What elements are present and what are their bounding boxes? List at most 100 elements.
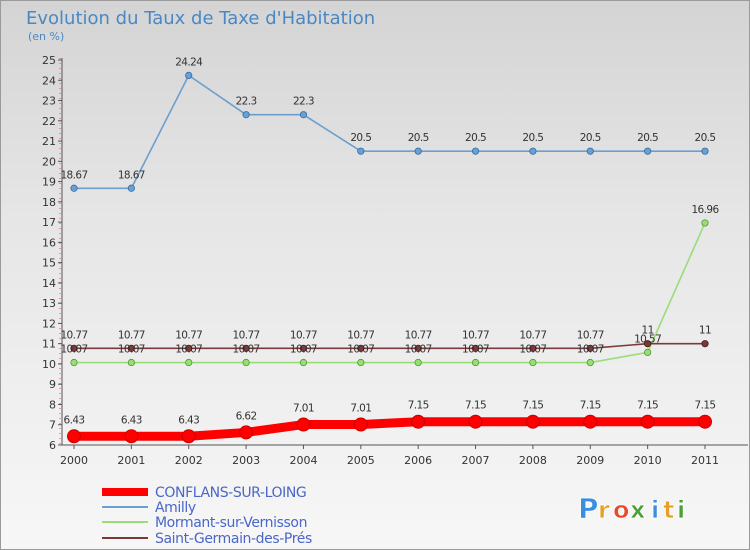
y-tick-label: 25 (42, 54, 56, 67)
y-tick-label: 24 (42, 74, 56, 87)
data-point (411, 414, 426, 429)
data-label: 18.67 (60, 169, 87, 181)
series-line-conflans-sur-loing (69, 417, 710, 441)
data-label: 7.15 (695, 400, 716, 412)
data-label: 10.07 (118, 344, 145, 356)
data-label: 11 (642, 325, 654, 337)
data-label: 6.43 (64, 414, 85, 426)
x-tick-label: 2001 (117, 454, 145, 467)
logo-letter: i (651, 496, 659, 524)
x-tick-label: 2008 (519, 454, 547, 467)
data-point (471, 147, 480, 155)
logo-letter: t (663, 496, 674, 524)
data-point (353, 417, 368, 432)
data-label: 10.07 (60, 344, 87, 356)
data-point (357, 147, 365, 155)
data-label: 10.77 (347, 329, 374, 341)
data-label: 10.77 (405, 329, 432, 341)
data-point (701, 340, 709, 348)
y-tick-label: 14 (42, 277, 56, 290)
data-point (644, 147, 652, 155)
data-point (586, 147, 594, 155)
data-label: 10.07 (462, 344, 489, 356)
y-tick-label: 13 (42, 297, 56, 310)
legend-label: CONFLANS-SUR-LOING (155, 485, 306, 501)
data-point (525, 414, 540, 429)
data-point (127, 184, 135, 192)
data-label: 10.77 (118, 329, 145, 341)
legend-label: Saint-Germain-des-Prés (155, 531, 312, 547)
data-label: 20.5 (580, 132, 601, 144)
data-point (296, 417, 311, 432)
series-line-saint-germain-des-pr-s (73, 342, 706, 350)
data-label: 10.77 (233, 329, 260, 341)
data-point (299, 358, 308, 367)
data-label: 22.3 (293, 96, 314, 108)
data-label: 7.01 (350, 403, 371, 415)
data-label: 10.07 (519, 344, 546, 356)
data-label: 20.5 (522, 132, 543, 144)
y-tick-label: 23 (42, 95, 56, 108)
series-markers (67, 71, 712, 444)
x-tick-label: 2004 (289, 454, 317, 467)
data-point (185, 344, 193, 352)
x-tick-label: 2000 (60, 454, 88, 467)
data-point (70, 358, 78, 367)
x-tick-label: 2003 (232, 454, 260, 467)
y-tick-label: 12 (42, 317, 56, 330)
data-label: 10.07 (577, 344, 604, 356)
data-point (644, 348, 652, 356)
data-point (67, 429, 81, 444)
data-label: 10.07 (405, 344, 432, 356)
x-tick-label: 2007 (462, 454, 490, 467)
y-tick-label: 7 (49, 419, 56, 432)
data-label: 11 (699, 325, 711, 337)
data-point (242, 358, 250, 367)
data-label: 7.01 (293, 403, 314, 415)
data-label: 7.15 (408, 400, 429, 412)
data-point (529, 344, 537, 352)
data-label: 10.77 (519, 329, 546, 341)
chart-title: Evolution du Taux de Taxe d'Habitation (26, 8, 375, 29)
data-label: 22.3 (236, 96, 257, 108)
x-tick-label: 2010 (634, 454, 662, 467)
data-label: 20.5 (637, 132, 658, 144)
data-label: 20.5 (350, 132, 371, 144)
data-point (701, 219, 709, 227)
legend: CONFLANS-SUR-LOINGAmillyMormant-sur-Vern… (102, 485, 312, 547)
y-tick-label: 19 (42, 176, 56, 189)
axes: 6 7 8 9 10 11 12 13 14 15 16 17 18 19 20 21 22 23 24 25 2000… (42, 54, 748, 467)
logo-letter: P (578, 492, 599, 525)
data-point (70, 344, 78, 352)
y-tick-label: 22 (42, 115, 56, 128)
data-point (583, 414, 598, 429)
logo-letter: i (677, 496, 685, 524)
data-point (242, 344, 250, 352)
data-label: 10.77 (290, 329, 317, 341)
data-point (299, 344, 308, 352)
data-point (586, 344, 594, 352)
data-label: 7.15 (522, 400, 543, 412)
data-label: 16.96 (691, 204, 719, 216)
data-label: 7.15 (580, 400, 601, 412)
x-tick-label: 2005 (347, 454, 375, 467)
legend-label: Mormant-sur-Vernisson (155, 515, 307, 531)
data-point (586, 358, 594, 367)
data-point (414, 344, 422, 352)
data-label: 24.24 (175, 56, 203, 68)
data-point (698, 414, 712, 429)
data-label: 10.07 (175, 344, 202, 356)
data-point (644, 340, 652, 348)
data-labels: 6.43 6.43 6.43 6.62 7.01 7.01 7.15 7.15 7.15 7.15… (60, 56, 720, 426)
data-point (471, 344, 480, 352)
x-tick-label: 2002 (175, 454, 203, 467)
data-label: 10.07 (290, 344, 317, 356)
data-label: 10.57 (634, 333, 661, 345)
data-point (471, 358, 480, 367)
y-tick-label: 15 (42, 257, 56, 270)
data-point (357, 358, 365, 367)
data-point (357, 344, 365, 352)
data-point (239, 425, 254, 440)
